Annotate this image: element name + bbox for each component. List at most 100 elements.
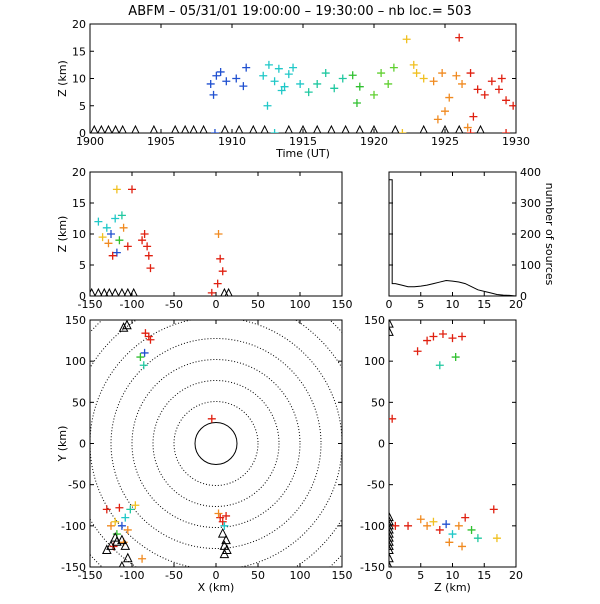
station-marker (104, 124, 113, 133)
plan_view-xtick-label: -150 (78, 569, 103, 582)
source-point (123, 525, 132, 534)
source-point (128, 185, 136, 194)
source-point (304, 88, 313, 97)
source-point (117, 211, 126, 220)
time_height-ytick-label: 5 (79, 100, 86, 113)
time_height-xtick-label: 1920 (360, 135, 388, 148)
source-point (451, 353, 460, 362)
source-point (206, 79, 215, 88)
source-point (466, 129, 475, 133)
source-point (140, 230, 149, 238)
time_height-xlabel: Time (UT) (275, 147, 330, 160)
source-point (338, 74, 347, 83)
z_y_view-xtick-label: 20 (509, 569, 523, 582)
z_y_view-xtick-label: 15 (477, 569, 491, 582)
source-point (218, 517, 227, 526)
time_height-xtick-label: 1900 (76, 135, 104, 148)
source-point (487, 77, 496, 86)
plan_view-ytick-label: -50 (68, 479, 86, 492)
station-marker (389, 544, 394, 555)
source-point (429, 332, 438, 341)
source-point (102, 223, 111, 232)
station-marker (313, 124, 322, 133)
source-point (423, 521, 432, 530)
station-marker (389, 552, 394, 563)
source-point (377, 69, 386, 78)
source-point (313, 79, 322, 88)
source-point (115, 503, 124, 512)
source-point (438, 329, 447, 338)
altitude_histogram-ytick-label: 100 (520, 259, 541, 272)
altitude_histogram-ytick-label: 200 (520, 228, 541, 241)
source-point (209, 90, 218, 99)
z_y_view-ytick-label: -150 (360, 561, 385, 574)
source-point (232, 74, 241, 83)
station-marker (389, 523, 394, 534)
source-point (259, 71, 268, 80)
station-marker (391, 124, 400, 133)
source-point (445, 538, 454, 547)
station-marker (298, 124, 308, 133)
station-marker (171, 124, 180, 133)
altitude_histogram-frame (388, 171, 517, 297)
source-point (391, 521, 400, 530)
x_height-ytick-label: 15 (72, 197, 86, 210)
source-point (494, 85, 503, 94)
source-point (502, 129, 511, 133)
source-point (104, 239, 113, 248)
source-point (140, 348, 149, 357)
station-marker (220, 124, 229, 133)
source-point (126, 505, 135, 514)
source-point (146, 335, 155, 344)
source-point (321, 69, 330, 78)
source-point (284, 70, 293, 79)
station-marker (341, 124, 350, 133)
station-marker (123, 287, 132, 296)
source-point (216, 513, 225, 522)
source-point (458, 542, 467, 551)
source-point (107, 230, 115, 238)
source-point (274, 64, 283, 73)
station-marker (129, 287, 138, 296)
z_y_view-xtick-label: 0 (386, 569, 393, 582)
plan_view-xlabel: X (km) (198, 581, 235, 594)
station-marker (389, 532, 394, 542)
source-point (463, 123, 472, 132)
source-point (216, 254, 225, 263)
source-point (216, 67, 225, 76)
source-point (222, 511, 231, 520)
source-point (330, 84, 339, 93)
station-marker (111, 287, 120, 296)
source-point (412, 69, 421, 78)
altitude_histogram-xtick-label: 15 (477, 298, 491, 311)
source-point (433, 115, 442, 124)
source-point (207, 414, 216, 423)
source-point (452, 71, 461, 80)
source-point (448, 530, 457, 539)
plan_view-ytick-label: 50 (72, 396, 86, 409)
station-marker (111, 124, 120, 133)
plan_view-ylabel: Y (km) (56, 426, 69, 463)
source-point (214, 509, 223, 518)
source-point (467, 525, 476, 534)
time_height-xtick-label: 1905 (147, 135, 175, 148)
x_height-xtick-label: 100 (290, 298, 311, 311)
source-point (289, 63, 298, 72)
source-point (270, 129, 279, 133)
altitude_histogram-marks (389, 179, 516, 296)
station-marker (389, 320, 394, 328)
time_height-ytick-label: 20 (72, 18, 86, 31)
source-point (144, 251, 153, 260)
station-marker (389, 519, 394, 530)
source-point (222, 77, 231, 86)
source-point (270, 77, 279, 86)
source-point (111, 517, 120, 526)
station-marker (105, 287, 114, 296)
source-point (220, 521, 229, 530)
x_height-ytick-label: 0 (79, 290, 86, 303)
source-point (214, 230, 223, 238)
range-ring (173, 401, 259, 486)
station-marker (249, 124, 258, 133)
station-marker (217, 527, 228, 538)
